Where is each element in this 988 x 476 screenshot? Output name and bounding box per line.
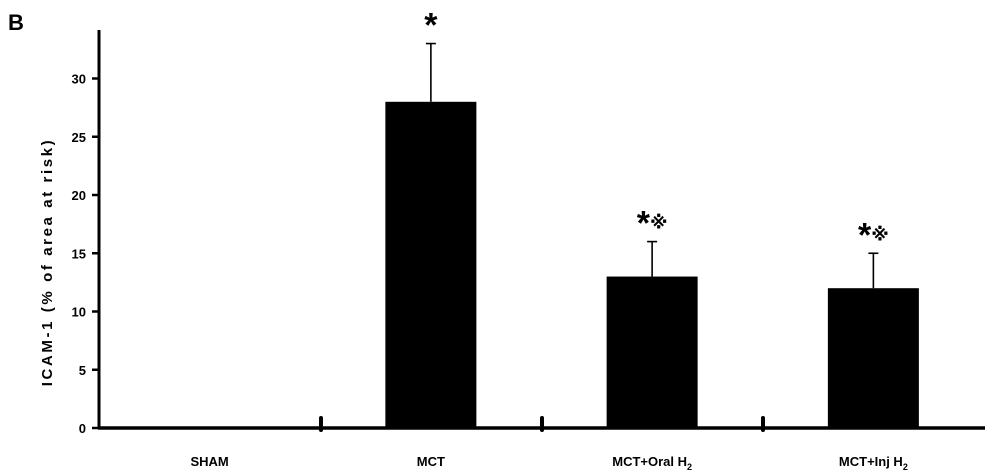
y-tick-label: 30 — [72, 72, 86, 87]
category-label: MCT+Inj H2 — [839, 454, 908, 472]
y-tick-label: 15 — [72, 246, 86, 261]
category-label: MCT+Oral H2 — [612, 454, 692, 472]
y-tick-label: 5 — [79, 363, 86, 378]
y-tick-label: 25 — [72, 130, 86, 145]
y-tick-label: 10 — [72, 305, 86, 320]
category-label: SHAM — [190, 454, 228, 469]
category-label: MCT — [417, 454, 445, 469]
bar — [606, 276, 698, 428]
bar — [827, 288, 919, 428]
significance-annotation: *※ — [858, 216, 889, 254]
y-tick-label: 0 — [79, 421, 86, 436]
significance-annotation: * — [424, 7, 438, 45]
y-tick-label: 20 — [72, 188, 86, 203]
significance-annotation: *※ — [637, 205, 668, 243]
panel-label: B — [8, 10, 24, 35]
y-axis-label: ICAM-1 (% of area at risk) — [39, 138, 56, 386]
bar — [385, 101, 477, 429]
